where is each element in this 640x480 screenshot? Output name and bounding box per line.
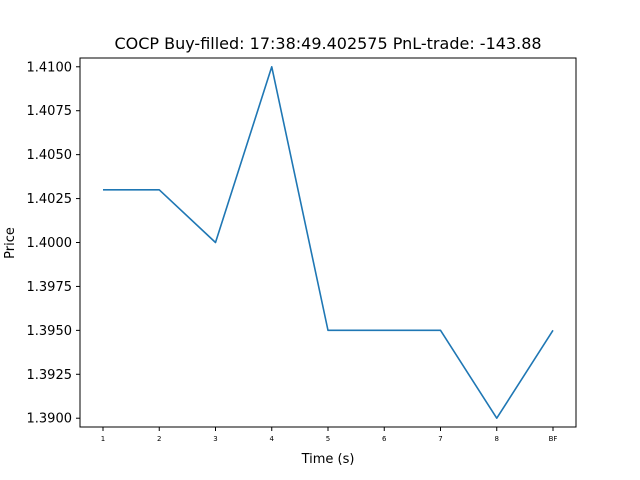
x-tick-label: 8 bbox=[495, 435, 499, 443]
price-series bbox=[102, 65, 554, 420]
x-tick-label: BF bbox=[549, 435, 558, 443]
plot-area-frame bbox=[79, 57, 577, 428]
x-axis: 1 2 3 4 5 6 7 8 BF bbox=[101, 427, 558, 443]
x-axis-label: Time (s) bbox=[301, 452, 355, 467]
chart-title: COCP Buy-filled: 17:38:49.402575 PnL-tra… bbox=[114, 34, 541, 53]
y-tick-label: 1.3925 bbox=[27, 368, 73, 383]
y-tick-label: 1.3975 bbox=[27, 280, 73, 295]
x-tick-label: 3 bbox=[213, 435, 217, 443]
y-tick-label: 1.4100 bbox=[27, 60, 73, 75]
x-tick-label: 7 bbox=[438, 435, 442, 443]
price-line bbox=[103, 65, 554, 420]
x-tick-label: 5 bbox=[326, 435, 330, 443]
y-tick-label: 1.4050 bbox=[27, 148, 73, 163]
y-tick-label: 1.4000 bbox=[27, 236, 73, 251]
y-tick-label: 1.4025 bbox=[27, 192, 73, 207]
x-tick-label: 1 bbox=[101, 435, 105, 443]
y-axis-label: Price bbox=[3, 227, 18, 259]
y-tick-label: 1.3950 bbox=[27, 324, 73, 339]
y-tick-label: 1.3900 bbox=[27, 412, 73, 427]
x-tick-label: 6 bbox=[382, 435, 387, 443]
y-axis: 1.3900 1.3925 1.3950 1.3975 1.4000 1.4025 1.40… bbox=[27, 60, 80, 427]
y-tick-label: 1.4075 bbox=[27, 104, 73, 119]
x-tick-label: 4 bbox=[270, 435, 275, 443]
x-tick-label: 2 bbox=[157, 435, 161, 443]
